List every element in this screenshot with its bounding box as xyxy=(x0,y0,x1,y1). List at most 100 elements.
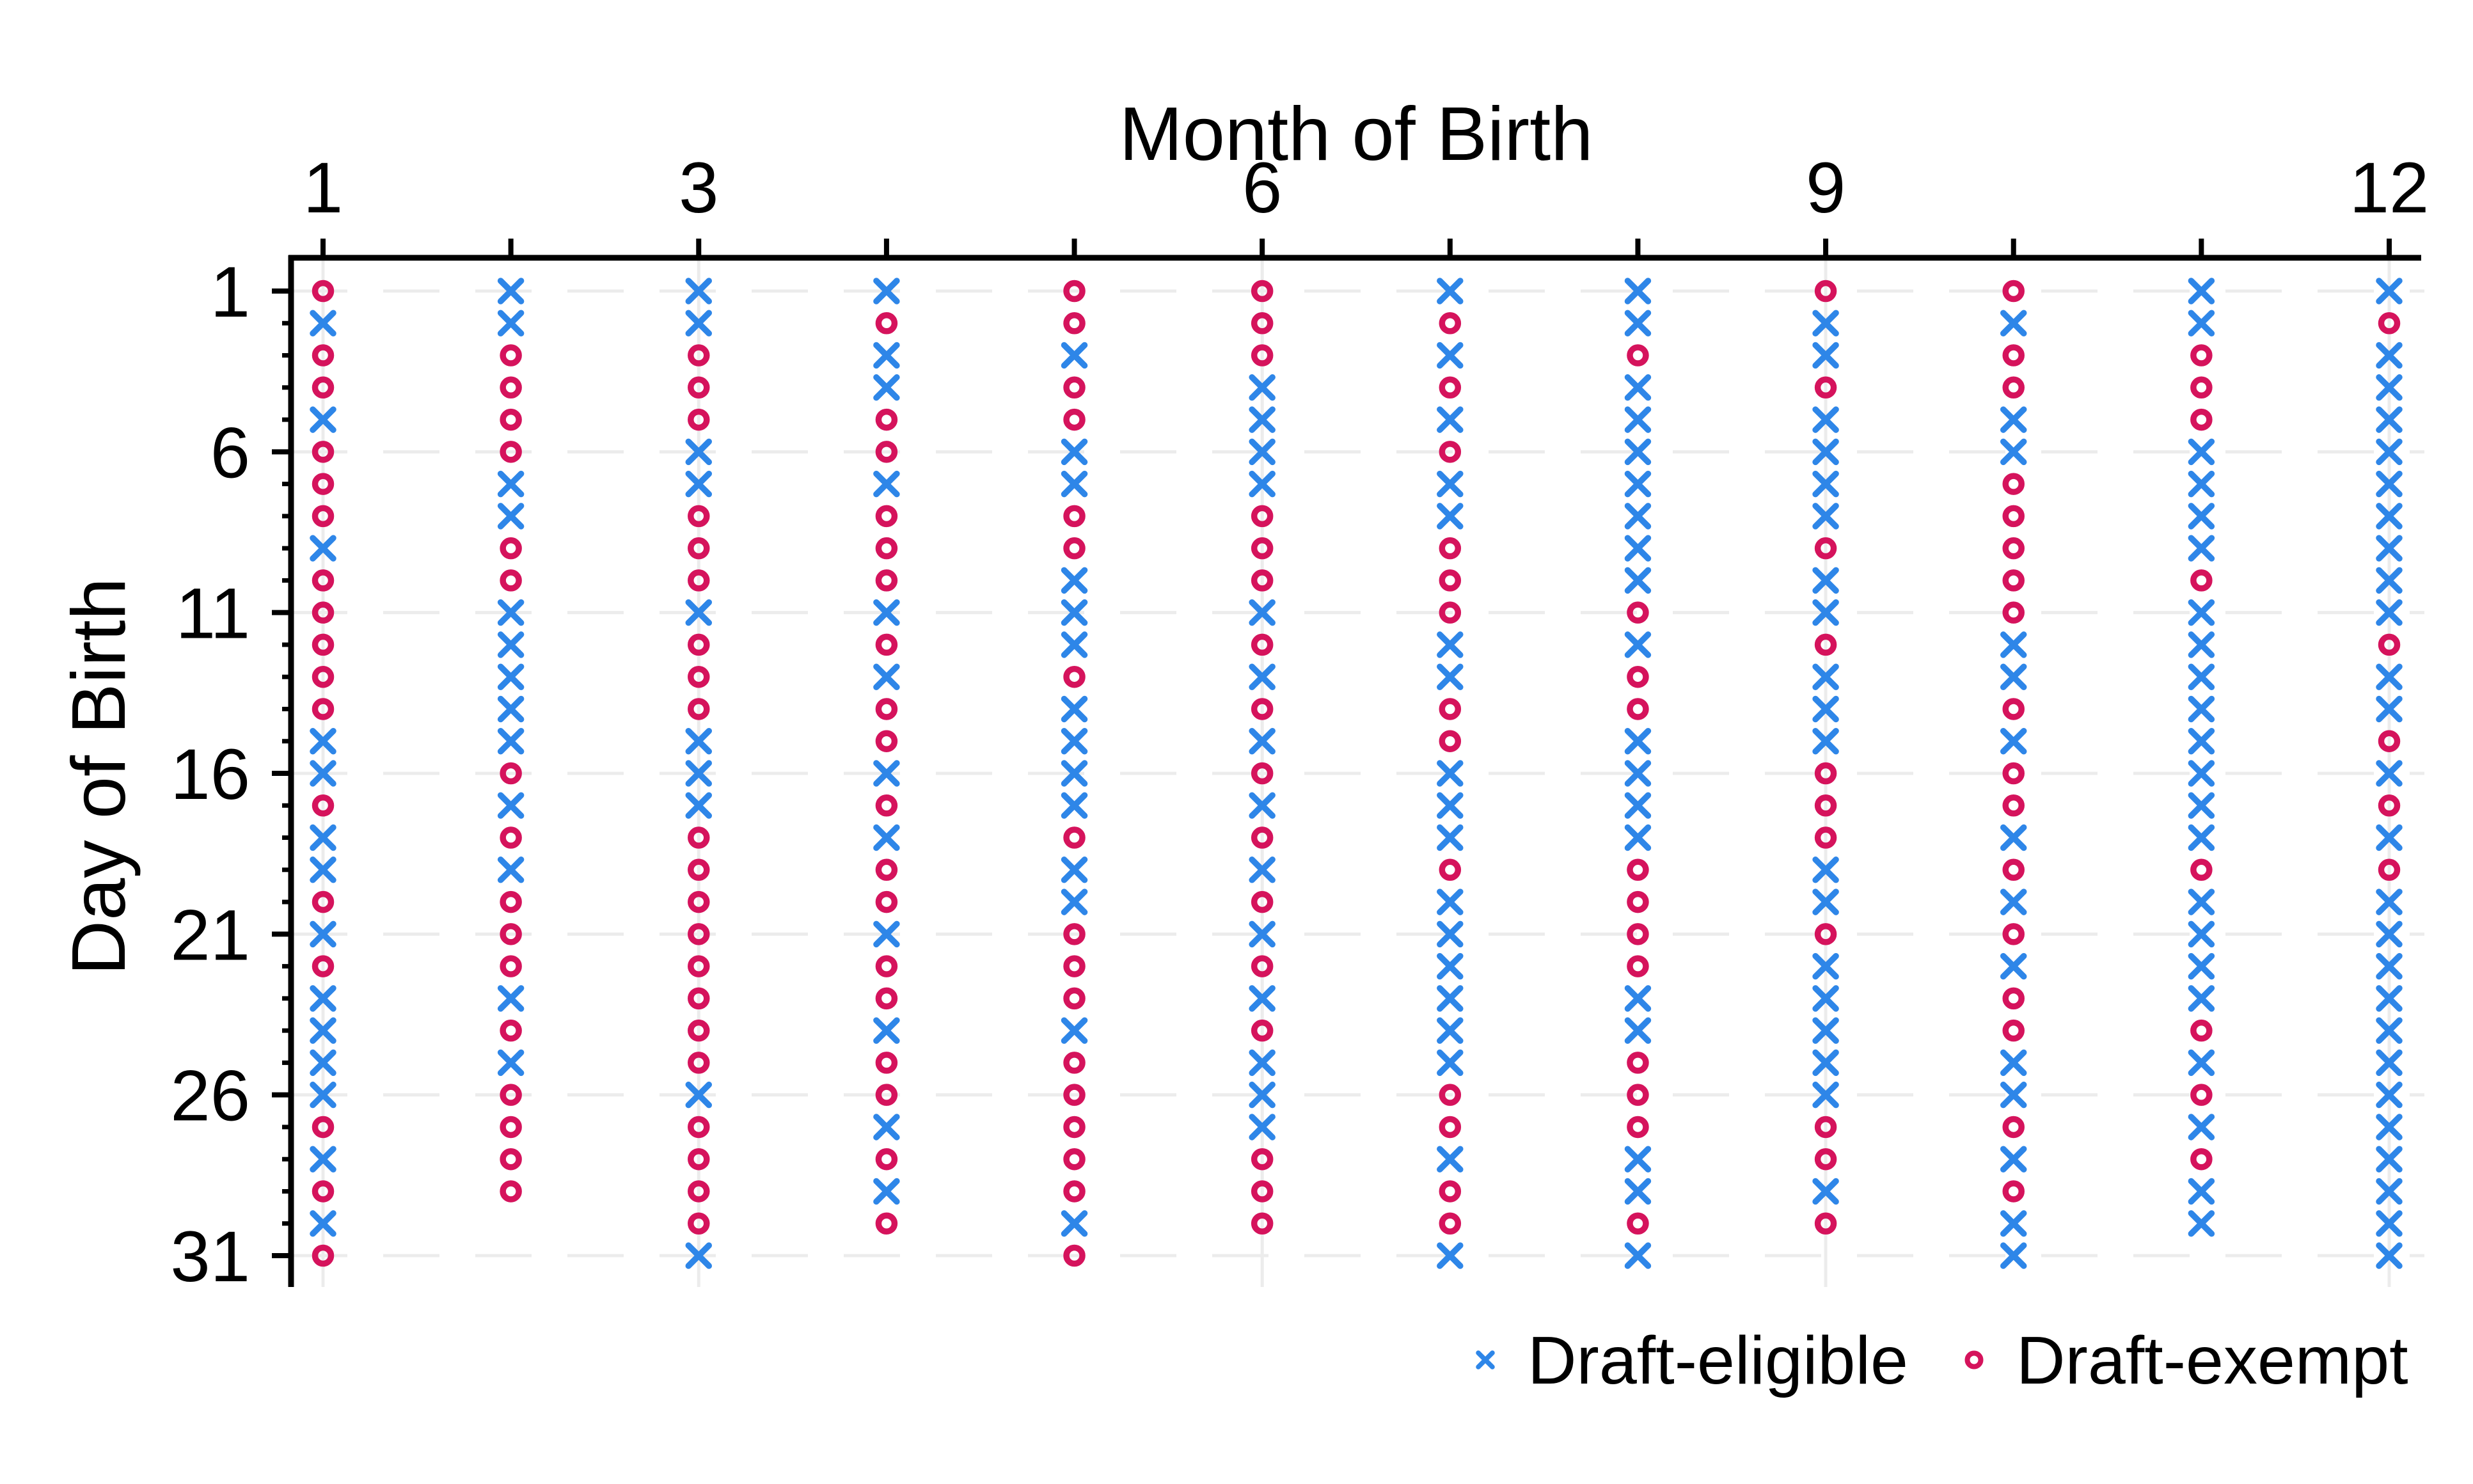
marker-draft-eligible xyxy=(2376,920,2403,948)
marker-draft-eligible xyxy=(310,1210,336,1237)
marker-draft-eligible xyxy=(310,1081,336,1109)
marker-draft-exempt xyxy=(1439,1212,1462,1235)
marker-draft-exempt xyxy=(1063,280,1086,303)
marker-draft-eligible xyxy=(1437,888,1464,915)
marker-draft-exempt xyxy=(688,633,710,656)
marker-draft-eligible xyxy=(497,310,525,337)
marker-draft-exempt xyxy=(1439,376,1462,399)
marker-draft-exempt xyxy=(1063,408,1086,431)
marker-draft-eligible xyxy=(2376,342,2403,369)
marker-draft-exempt xyxy=(2002,923,2025,945)
marker-draft-eligible xyxy=(497,985,525,1012)
marker-draft-eligible xyxy=(1624,824,1652,851)
marker-draft-exempt xyxy=(1439,1180,1462,1203)
marker-draft-eligible xyxy=(497,727,525,755)
marker-draft-exempt xyxy=(1439,1084,1462,1106)
y-tick-label-16: 16 xyxy=(170,734,250,814)
marker-draft-eligible xyxy=(2376,1242,2403,1269)
marker-draft-eligible xyxy=(1061,856,1088,883)
marker-draft-exempt xyxy=(1251,826,1274,849)
marker-draft-exempt xyxy=(1814,1212,1837,1235)
marker-draft-exempt xyxy=(1814,923,1837,945)
marker-draft-eligible xyxy=(1624,727,1652,755)
month-column-4 xyxy=(873,278,900,1235)
marker-draft-eligible xyxy=(2376,888,2403,915)
month-column-8 xyxy=(1624,278,1652,1269)
marker-draft-exempt xyxy=(688,923,710,945)
marker-draft-eligible xyxy=(1624,503,1652,530)
x-tick-label-6: 6 xyxy=(1242,148,1282,228)
marker-draft-eligible xyxy=(2376,535,2403,562)
marker-draft-eligible xyxy=(1061,727,1088,755)
marker-draft-exempt xyxy=(1439,537,1462,560)
marker-draft-eligible xyxy=(1812,952,1839,980)
marker-draft-eligible xyxy=(1812,985,1839,1012)
marker-draft-exempt xyxy=(1627,955,1649,977)
month-column-3 xyxy=(685,278,713,1269)
marker-draft-eligible xyxy=(310,1049,336,1077)
legend-x-marker-icon xyxy=(1476,1350,1495,1370)
marker-draft-eligible xyxy=(2376,374,2403,401)
marker-draft-exempt xyxy=(1439,601,1462,624)
marker-draft-exempt xyxy=(312,1180,335,1203)
marker-draft-eligible xyxy=(873,342,900,369)
marker-draft-exempt xyxy=(1063,826,1086,849)
marker-draft-eligible xyxy=(2188,599,2215,626)
marker-draft-eligible xyxy=(1249,985,1276,1012)
marker-draft-eligible xyxy=(497,1049,525,1077)
marker-draft-exempt xyxy=(2002,473,2025,495)
marker-draft-eligible xyxy=(1624,985,1652,1012)
marker-draft-exempt xyxy=(1814,633,1837,656)
month-column-5 xyxy=(1061,280,1088,1267)
scatter-markers xyxy=(310,278,2403,1269)
marker-draft-exempt xyxy=(875,569,898,592)
marker-draft-exempt xyxy=(2002,601,2025,624)
marker-draft-exempt xyxy=(1063,923,1086,945)
marker-draft-eligible xyxy=(2376,663,2403,690)
marker-draft-exempt xyxy=(1063,1052,1086,1074)
marker-draft-exempt xyxy=(688,376,710,399)
marker-draft-exempt xyxy=(1439,569,1462,592)
marker-draft-exempt xyxy=(312,1116,335,1139)
marker-draft-exempt xyxy=(312,441,335,463)
marker-draft-eligible xyxy=(873,374,900,401)
marker-draft-exempt xyxy=(875,633,898,656)
marker-draft-eligible xyxy=(1061,792,1088,819)
marker-draft-eligible xyxy=(310,310,336,337)
marker-draft-exempt xyxy=(2190,344,2213,367)
marker-draft-exempt xyxy=(1627,1116,1649,1139)
marker-draft-eligible xyxy=(2188,985,2215,1012)
marker-draft-eligible xyxy=(1812,310,1839,337)
marker-draft-eligible xyxy=(2000,888,2027,915)
marker-draft-eligible xyxy=(2376,1081,2403,1109)
marker-draft-exempt xyxy=(2190,1084,2213,1106)
marker-draft-exempt xyxy=(875,1148,898,1171)
marker-draft-exempt xyxy=(2002,569,2025,592)
marker-draft-eligible xyxy=(1812,599,1839,626)
marker-draft-eligible xyxy=(685,599,713,626)
marker-draft-exempt xyxy=(1251,537,1274,560)
marker-draft-eligible xyxy=(2376,1114,2403,1141)
marker-draft-eligible xyxy=(1061,567,1088,594)
marker-draft-exempt xyxy=(1251,1180,1274,1203)
marker-draft-eligible xyxy=(497,695,525,723)
marker-draft-eligible xyxy=(1624,374,1652,401)
marker-draft-exempt xyxy=(688,537,710,560)
marker-draft-exempt xyxy=(312,665,335,688)
marker-draft-eligible xyxy=(2376,1210,2403,1237)
marker-draft-eligible xyxy=(1812,695,1839,723)
marker-draft-exempt xyxy=(688,955,710,977)
marker-draft-eligible xyxy=(2188,310,2215,337)
marker-draft-exempt xyxy=(2002,537,2025,560)
marker-draft-eligible xyxy=(1624,470,1652,498)
marker-draft-exempt xyxy=(500,762,522,785)
marker-draft-eligible xyxy=(2376,278,2403,304)
marker-draft-eligible xyxy=(1624,792,1652,819)
marker-draft-eligible xyxy=(497,663,525,690)
marker-draft-exempt xyxy=(688,890,710,913)
marker-draft-exempt xyxy=(1439,1116,1462,1139)
marker-draft-exempt xyxy=(875,987,898,1010)
marker-draft-exempt xyxy=(875,1052,898,1074)
marker-draft-exempt xyxy=(1814,1116,1837,1139)
marker-draft-eligible xyxy=(1437,1146,1464,1172)
